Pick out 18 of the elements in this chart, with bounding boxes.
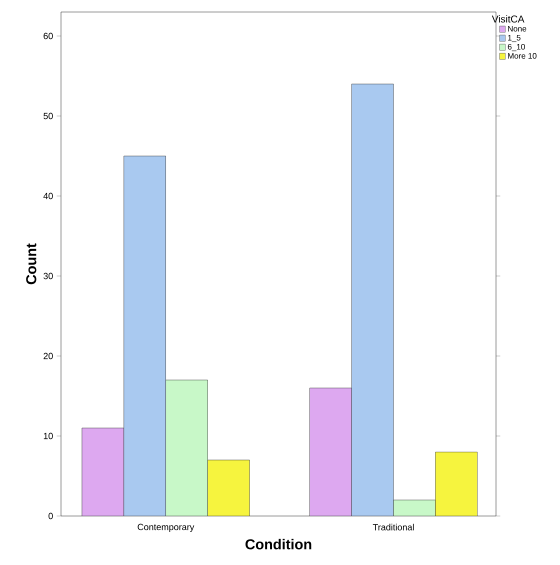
bar xyxy=(166,380,208,516)
legend-label: None xyxy=(508,26,526,32)
bar xyxy=(393,500,436,516)
legend-label: More 10 xyxy=(508,53,536,59)
legend-title: VisitCA xyxy=(492,15,524,23)
x-tick-label: Contemporary xyxy=(138,524,194,532)
y-tick-label: 10 xyxy=(44,432,53,440)
y-tick-label: 60 xyxy=(44,32,53,40)
y-tick-label: 30 xyxy=(44,272,53,280)
y-axis-title: Count xyxy=(26,243,36,284)
legend-label: 1_5 xyxy=(508,34,520,42)
y-tick-label: 20 xyxy=(44,352,53,360)
x-axis-title: Condition xyxy=(246,538,312,550)
x-tick-label: Traditional xyxy=(372,524,414,530)
y-tick-label: 50 xyxy=(44,112,53,120)
legend-label: 6_10 xyxy=(508,44,525,52)
y-tick-label: 0 xyxy=(48,512,53,520)
y-tick-label: 40 xyxy=(43,192,53,200)
